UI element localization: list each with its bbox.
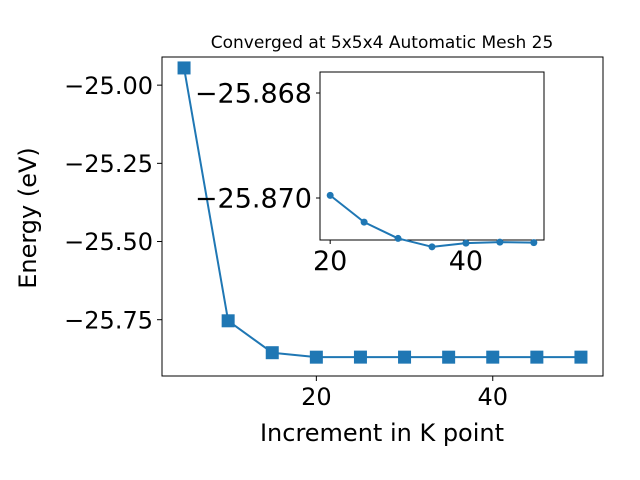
main-y-tick-label: −25.00: [64, 72, 153, 100]
main-data-point: [398, 350, 412, 364]
main-y-tick-label: −25.75: [64, 306, 153, 334]
main-data-point: [530, 350, 544, 364]
inset-data-point: [326, 191, 334, 199]
main-data-point: [353, 350, 367, 364]
inset-data-point: [496, 238, 504, 246]
main-data-point: [442, 350, 456, 364]
main-y-tick-label: −25.50: [64, 228, 153, 256]
main-y-tick-label: −25.25: [64, 150, 153, 178]
inset-frame: [319, 71, 545, 241]
main-data-point: [177, 61, 191, 75]
y-axis-label: Energy (eV): [14, 147, 42, 289]
inset-y-tick-label: −25.870: [195, 184, 312, 215]
inset-x-tick-label: 20: [313, 246, 347, 277]
inset-data-point: [530, 239, 538, 247]
main-data-point: [265, 346, 279, 360]
inset-data-point: [360, 218, 368, 226]
main-x-tick-label: 20: [301, 383, 332, 411]
main-data-point: [486, 350, 500, 364]
main-data-point: [309, 350, 323, 364]
inset-y-tick-label: −25.868: [195, 79, 312, 110]
main-series-line: [183, 67, 581, 359]
inset-data-point: [394, 234, 402, 242]
inset-x-tick-label: 40: [449, 246, 483, 277]
main-data-point: [574, 350, 588, 364]
inset-plot-area: 20 40 −25.870 −25.868: [195, 71, 545, 277]
x-axis-label: Increment in K point: [260, 419, 504, 447]
chart-title: Converged at 5x5x4 Automatic Mesh 25: [211, 33, 554, 53]
inset-data-point: [428, 243, 436, 251]
main-data-point: [221, 314, 235, 328]
inset-data-point: [462, 239, 470, 247]
main-x-tick-label: 40: [477, 383, 508, 411]
